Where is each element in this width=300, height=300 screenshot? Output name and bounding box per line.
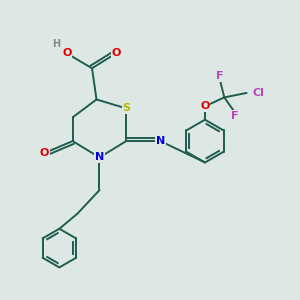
Text: Cl: Cl [253,88,264,98]
Text: O: O [40,148,49,158]
Text: N: N [156,136,165,146]
Text: N: N [95,152,104,162]
Text: S: S [122,103,130,113]
Text: F: F [216,71,224,81]
Text: H: H [52,39,60,49]
Text: O: O [62,48,71,59]
Text: O: O [111,48,121,59]
Text: F: F [231,111,238,121]
Text: O: O [200,101,210,111]
